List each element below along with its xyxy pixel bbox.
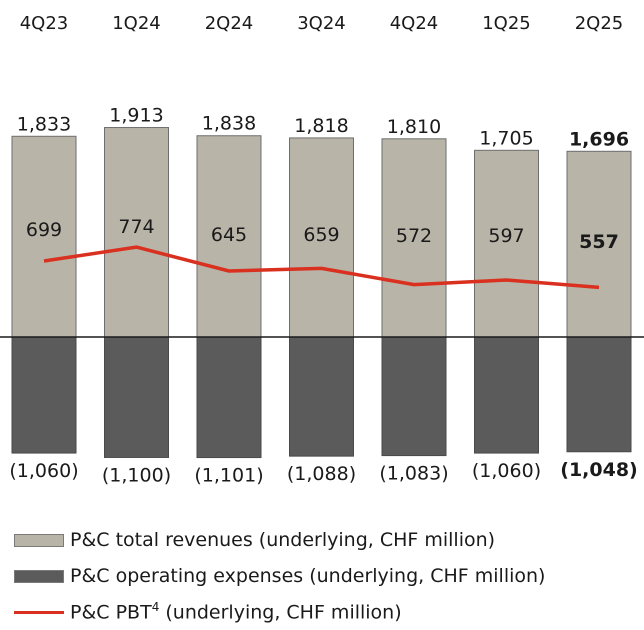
legend-item-revenues: P&C total revenues (underlying, CHF mill…	[14, 522, 634, 558]
legend-swatch-revenues	[14, 533, 64, 547]
expense-label: (1,088)	[287, 463, 356, 485]
pbt-label: 597	[488, 225, 524, 247]
x-tick-label: 1Q25	[482, 13, 531, 34]
expense-bar	[566, 336, 632, 453]
revenue-label: 1,838	[202, 113, 256, 135]
revenue-bar	[104, 127, 169, 338]
revenue-label: 1,913	[109, 105, 163, 127]
expense-label: (1,083)	[379, 463, 448, 485]
legend-swatch-pbt	[14, 610, 64, 614]
expense-label: (1,101)	[194, 465, 263, 487]
revenue-label: 1,810	[387, 116, 441, 138]
x-tick-label: 1Q24	[112, 13, 161, 34]
expense-bar	[474, 336, 539, 454]
revenue-bar	[381, 138, 447, 338]
revenue-label: 1,833	[17, 113, 71, 135]
x-tick-label: 3Q24	[297, 13, 346, 34]
revenue-bar	[474, 149, 539, 338]
expense-bar	[11, 336, 77, 454]
expense-label: (1,060)	[472, 460, 541, 482]
expense-bar	[381, 336, 447, 457]
pbt-line	[43, 245, 600, 290]
revenue-bar	[289, 137, 354, 338]
x-tick-label: 2Q25	[575, 13, 624, 34]
revenue-label: 1,818	[294, 115, 348, 137]
revenue-bar	[196, 135, 262, 338]
x-tick-label: 4Q24	[390, 13, 439, 34]
pbt-label: 699	[26, 219, 62, 241]
pbt-label: 572	[396, 225, 432, 247]
expense-label: (1,048)	[560, 459, 637, 481]
pbt-label: 557	[579, 231, 619, 253]
expense-label: (1,060)	[9, 460, 78, 482]
legend-swatch-expenses	[14, 569, 64, 583]
x-tick-label: 4Q23	[20, 13, 69, 34]
pc-chart: 4Q23 1,833 (1,060) 1Q24 1,913 (1,100) 2Q24 1,83…	[0, 13, 644, 487]
legend-item-pbt: P&C PBT4 (underlying, CHF million)	[14, 594, 634, 630]
legend-pbt-prefix: P&C PBT	[70, 601, 152, 624]
x-tick-label: 2Q24	[205, 13, 254, 34]
pbt-label: 659	[303, 224, 339, 246]
expense-label: (1,100)	[102, 464, 171, 486]
revenue-bar	[11, 135, 77, 338]
legend-pbt-suffix: (underlying, CHF million)	[159, 601, 402, 624]
legend-label-expenses: P&C operating expenses (underlying, CHF …	[70, 565, 546, 587]
expense-bar	[289, 336, 354, 457]
revenue-label: 1,705	[479, 127, 533, 149]
legend-label-revenues: P&C total revenues (underlying, CHF mill…	[70, 529, 496, 551]
legend-item-expenses: P&C operating expenses (underlying, CHF …	[14, 558, 634, 594]
revenue-label: 1,696	[569, 128, 629, 150]
pbt-label: 774	[118, 216, 154, 238]
legend-label-pbt: P&C PBT4 (underlying, CHF million)	[70, 600, 402, 623]
pbt-label: 645	[211, 224, 247, 246]
expense-bar	[104, 336, 169, 458]
legend: P&C total revenues (underlying, CHF mill…	[14, 522, 634, 630]
legend-pbt-superscript: 4	[151, 600, 160, 615]
expense-bar	[196, 336, 262, 459]
